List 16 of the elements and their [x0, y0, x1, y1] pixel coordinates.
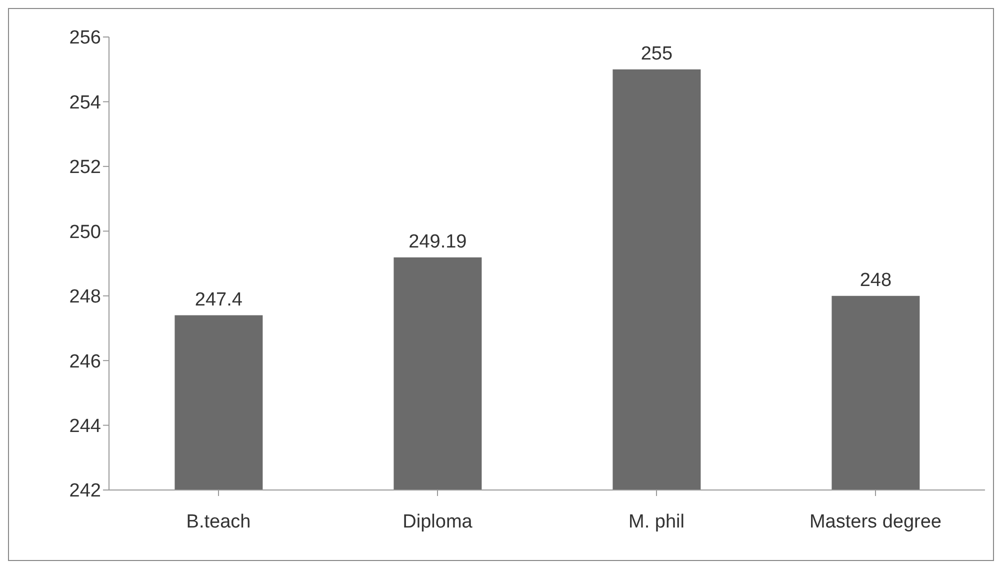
y-tick-label: 246	[69, 351, 101, 372]
data-label: 249.19	[408, 231, 467, 252]
x-tick-label: B.teach	[186, 511, 251, 532]
data-label: 247.4	[194, 289, 243, 310]
y-tick-label: 256	[69, 28, 101, 49]
x-tick-label: M. phil	[628, 511, 684, 532]
x-tick-label: Diploma	[402, 511, 473, 532]
y-tick-label: 252	[69, 157, 101, 178]
y-tick-label: 242	[69, 480, 101, 502]
x-tick-label: Masters degree	[809, 511, 942, 532]
y-tick-label: 248	[69, 286, 101, 308]
y-tick-label: 254	[69, 92, 102, 114]
data-label: 255	[640, 43, 673, 64]
data-label: 248	[860, 270, 892, 291]
y-tick-label: 244	[69, 416, 102, 438]
y-tick-label: 250	[69, 222, 101, 243]
